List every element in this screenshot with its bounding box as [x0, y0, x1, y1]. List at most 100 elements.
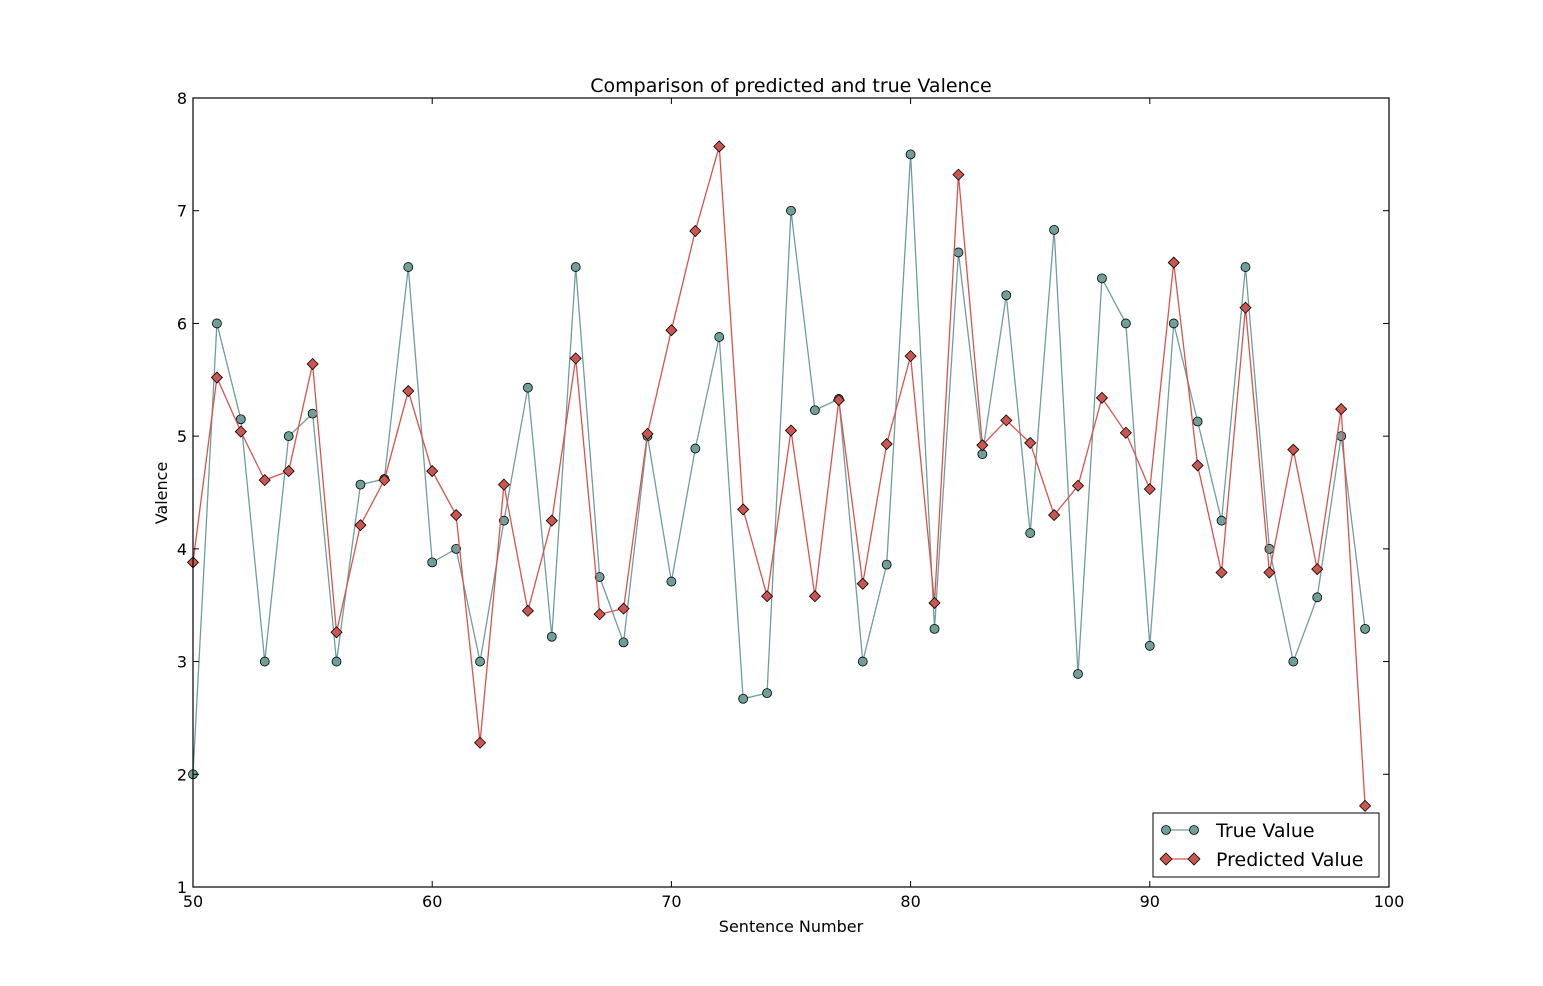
point-true-value [1360, 623, 1370, 634]
point-true-value [403, 262, 414, 272]
point-predicted-value [737, 503, 750, 516]
point-predicted-value [1239, 301, 1252, 314]
x-tick-label: 70 [661, 892, 681, 911]
x-tick-label: 50 [183, 892, 203, 911]
point-true-value [1025, 528, 1036, 538]
series-line-true-value [192, 154, 1366, 775]
point-true-value [1001, 290, 1012, 301]
x-tick-label: 90 [1140, 892, 1160, 911]
point-true-value [1240, 262, 1251, 272]
ticks-layer: 50 60 70 80 90 100 1 2 3 4 5 6 7 8 [177, 89, 1404, 911]
point-predicted-value [402, 384, 415, 398]
point-predicted-value [832, 394, 845, 407]
point-predicted-value [569, 352, 582, 365]
point-predicted-value [1287, 443, 1300, 456]
point-predicted-value [545, 514, 558, 527]
point-true-value [1097, 273, 1107, 284]
y-tick-label: 4 [177, 540, 187, 559]
point-predicted-value [976, 439, 989, 452]
point-true-value [427, 557, 438, 568]
point-predicted-value [521, 604, 534, 617]
point-true-value [1073, 669, 1083, 679]
point-true-value [307, 408, 318, 419]
point-predicted-value [761, 590, 774, 603]
point-predicted-value [234, 425, 247, 438]
point-true-value [570, 262, 581, 272]
point-true-value [594, 572, 605, 582]
point-true-value [714, 332, 725, 342]
point-predicted-value [450, 508, 463, 522]
plot-frame [192, 97, 1390, 888]
legend-marker-true-value [1189, 825, 1199, 835]
point-predicted-value [1359, 799, 1372, 812]
point-true-value [953, 247, 964, 258]
point-predicted-value [354, 519, 367, 532]
legend-label-predicted-value: Predicted Value [1216, 849, 1363, 871]
point-predicted-value [1024, 436, 1037, 449]
point-true-value [1288, 656, 1299, 667]
point-predicted-value [617, 602, 630, 615]
point-predicted-value [928, 596, 941, 610]
point-true-value [738, 693, 749, 704]
point-predicted-value [1167, 256, 1180, 269]
point-predicted-value [378, 474, 391, 487]
point-predicted-value [1335, 403, 1348, 416]
point-true-value [1312, 592, 1323, 603]
series-layer [186, 140, 1372, 812]
point-true-value [235, 414, 246, 425]
point-true-value [522, 382, 533, 393]
y-tick-label: 7 [177, 202, 187, 221]
point-true-value [786, 205, 796, 216]
point-predicted-value [808, 590, 821, 603]
point-predicted-value [497, 478, 511, 491]
point-true-value [355, 479, 366, 490]
chart-title: Comparison of predicted and true Valence [590, 75, 991, 97]
point-true-value [905, 149, 916, 160]
x-tick-label: 100 [1374, 892, 1405, 911]
y-tick-label: 1 [177, 878, 187, 897]
point-true-value [546, 631, 557, 642]
point-predicted-value [784, 424, 798, 437]
point-true-value [929, 623, 940, 634]
point-predicted-value [665, 324, 678, 337]
point-true-value [1120, 318, 1131, 329]
point-predicted-value [1048, 508, 1061, 522]
point-predicted-value [713, 140, 726, 153]
point-predicted-value [593, 608, 606, 621]
legend-marker-predicted-value [1187, 852, 1201, 866]
point-true-value [857, 656, 868, 667]
point-predicted-value [1119, 426, 1132, 439]
point-true-value [1049, 224, 1060, 235]
point-true-value [451, 543, 462, 554]
y-tick-label: 5 [177, 427, 187, 446]
x-axis-label: Sentence Number [719, 917, 864, 936]
point-predicted-value [1311, 563, 1324, 576]
point-predicted-value [1143, 483, 1156, 496]
point-predicted-value [1095, 391, 1109, 404]
point-true-value [810, 405, 820, 416]
y-tick-label: 6 [177, 314, 187, 333]
point-true-value [212, 318, 222, 329]
point-predicted-value [689, 224, 702, 238]
point-predicted-value [1215, 566, 1228, 579]
series-line-predicted-value [192, 146, 1366, 806]
y-tick-label: 3 [177, 653, 187, 672]
point-predicted-value [1000, 414, 1013, 427]
legend-label-true-value: True Value [1215, 820, 1315, 842]
point-true-value [1168, 318, 1179, 329]
point-predicted-value [1071, 479, 1085, 492]
point-predicted-value [1263, 566, 1276, 579]
point-true-value [283, 431, 294, 442]
point-true-value [1192, 416, 1203, 427]
point-true-value [1144, 640, 1155, 651]
point-predicted-value [856, 577, 869, 590]
point-true-value [762, 688, 772, 699]
point-true-value [475, 656, 485, 667]
legend-box [1152, 812, 1380, 878]
point-predicted-value [473, 736, 487, 749]
point-predicted-value [1191, 459, 1204, 472]
point-true-value [618, 637, 629, 648]
legend-marker-predicted-value [1159, 852, 1173, 866]
point-predicted-value [282, 465, 295, 478]
point-predicted-value [330, 626, 343, 639]
